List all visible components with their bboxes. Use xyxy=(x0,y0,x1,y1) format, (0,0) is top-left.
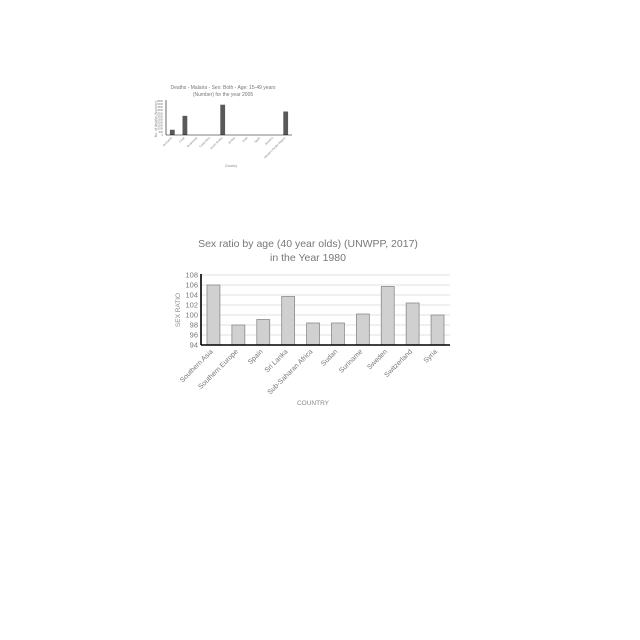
main-chart-bar xyxy=(256,319,271,346)
main-chart-y-tick-label: 100 xyxy=(185,311,198,320)
main-chart-y-tick-label: 106 xyxy=(185,281,198,290)
main-chart-x-tick-label: Sudan xyxy=(320,348,339,367)
main-chart-x-tick-label: Syria xyxy=(423,348,439,364)
chart-small: Deaths - Malaria - Sex: Both - Age: 15-4… xyxy=(154,85,292,168)
small-chart-y-tick-label: 4000 xyxy=(157,108,163,112)
main-chart-x-tick-label: Spain xyxy=(247,348,265,366)
main-chart-title: Sex ratio by age (40 year olds) (UNWPP, … xyxy=(198,238,418,250)
main-chart-subtitle: in the Year 1980 xyxy=(270,252,346,264)
small-chart-y-tick-label: 1000 xyxy=(157,127,163,131)
small-chart-x-tick-label: Jordan xyxy=(227,136,236,145)
main-chart-y-tick-label: 108 xyxy=(185,271,198,280)
main-chart-y-tick-label: 96 xyxy=(190,331,198,340)
small-chart-x-tick-label: Chad xyxy=(178,136,186,144)
small-chart-plot: 0500100015002000250030003500400045005000… xyxy=(157,99,292,159)
small-chart-x-tick-label: Chile xyxy=(241,136,249,144)
main-chart-bar xyxy=(331,322,345,346)
main-chart-bar xyxy=(405,302,420,346)
small-chart-y-tick-label: 3000 xyxy=(157,114,163,118)
main-chart-bar xyxy=(355,313,370,346)
main-chart-bar xyxy=(430,314,445,346)
small-chart-y-tick-label: 5500 xyxy=(157,99,163,103)
small-chart-xlabel: Country xyxy=(225,164,238,168)
small-chart-x-tick-label: Spain xyxy=(253,136,261,144)
small-chart-bar xyxy=(220,104,226,135)
main-chart-bar xyxy=(206,284,221,346)
chart-main: Sex ratio by age (40 year olds) (UNWPP, … xyxy=(175,238,450,407)
small-chart-bar xyxy=(169,129,175,135)
small-chart-x-tick-label: Jamaica xyxy=(264,136,275,147)
small-chart-y-tick-label: 5000 xyxy=(157,102,163,106)
small-chart-ylabel: No. of deaths (Number) xyxy=(154,101,158,138)
main-chart-bar xyxy=(231,324,246,346)
small-chart-y-tick-label: 2000 xyxy=(157,121,163,125)
small-chart-y-tick-label: 500 xyxy=(159,130,164,134)
main-chart-ylabel: SEX RATIO xyxy=(175,293,182,327)
small-chart-x-tick-label: Guatemala xyxy=(186,136,199,149)
small-chart-y-tick-label: 4500 xyxy=(157,105,163,109)
main-chart-y-tick-label: 104 xyxy=(185,291,198,300)
small-chart-subtitle: (Number) for the year 2005 xyxy=(193,92,254,98)
main-chart-y-tick-label: 102 xyxy=(185,301,198,310)
main-chart-x-tick-label: Sweden xyxy=(366,348,389,371)
small-chart-x-tick-label: South Sudan xyxy=(209,136,224,151)
small-chart-y-tick-label: 2500 xyxy=(157,117,163,121)
main-chart-bar xyxy=(281,296,296,346)
main-chart-y-tick-label: 94 xyxy=(190,341,198,350)
small-chart-bar xyxy=(283,111,289,135)
main-chart-x-tick-label: Sri Lanka xyxy=(264,348,290,374)
small-chart-y-tick-label: 0 xyxy=(162,133,164,137)
main-chart-x-tick-label: Suriname xyxy=(338,348,364,374)
small-chart-title: Deaths - Malaria - Sex: Both - Age: 15-4… xyxy=(170,85,276,91)
main-chart-xlabel: COUNTRY xyxy=(297,400,330,407)
main-chart-x-tick-label: Sub-Saharan Africa xyxy=(267,348,315,396)
main-chart-y-tick-label: 98 xyxy=(190,321,198,330)
main-chart-bar xyxy=(380,286,395,346)
small-chart-bar xyxy=(182,115,188,135)
main-chart-bar xyxy=(306,322,320,346)
small-chart-y-tick-label: 3500 xyxy=(157,111,163,115)
small-chart-y-tick-label: 1500 xyxy=(157,124,163,128)
small-chart-x-tick-label: Suriname xyxy=(162,136,174,148)
